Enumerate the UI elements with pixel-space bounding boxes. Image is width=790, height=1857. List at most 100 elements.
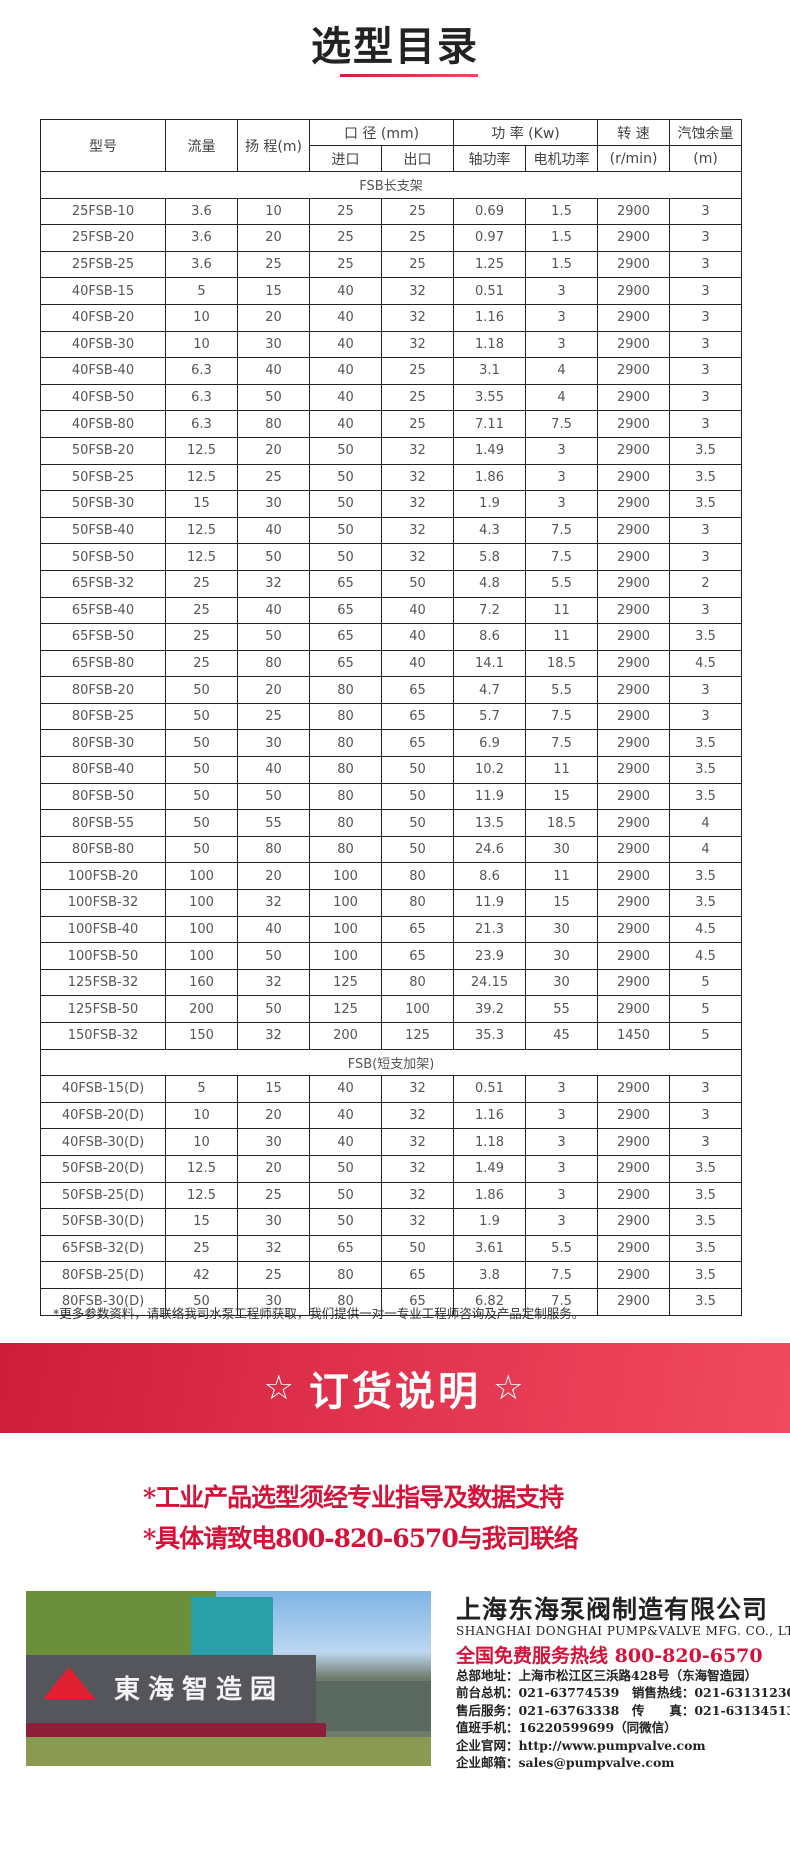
table-cell: 3 [669, 224, 743, 252]
company-name: 上海东海泵阀制造有限公司 [456, 1595, 769, 1624]
table-cell: 50 [309, 436, 382, 465]
table-cell: 3 [525, 1101, 599, 1130]
table-cell: 125 [309, 968, 382, 997]
table-cell: 32 [380, 303, 455, 332]
table-cell: 100 [165, 942, 238, 970]
table-cell: 3.5 [669, 1154, 743, 1183]
table-cell: 200 [309, 1022, 382, 1050]
header-npsh: 汽蚀余量 [669, 119, 743, 146]
table-cell: 50 [237, 782, 310, 811]
table-cell: 50 [309, 543, 382, 571]
table-cell: 50 [309, 463, 382, 492]
hotline-label: 全国免费服务热线 [456, 1645, 609, 1667]
header-motor-power: 电机功率 [525, 145, 599, 172]
table-row: 25FSB-25 3.6 25 25 25 1.25 1.5 2900 3 [40, 250, 743, 279]
table-cell: 12.5 [165, 436, 238, 465]
table-cell: 2900 [597, 1287, 671, 1316]
table-row: 65FSB-32(D) 25 32 65 50 3.61 5.5 2900 3.5 [40, 1234, 743, 1263]
table-cell: 25FSB-20 [40, 224, 166, 252]
table-cell: 80 [309, 1287, 382, 1316]
table-row: 50FSB-20(D) 12.5 20 50 32 1.49 3 2900 3.5 [40, 1154, 743, 1183]
table-cell: 3 [525, 1075, 599, 1103]
notice-line: *工业产品选型须经专业指导及数据支持 [143, 1483, 564, 1512]
table-row: 80FSB-30 50 30 80 65 6.9 7.5 2900 3.5 [40, 729, 743, 758]
table-cell: 3 [525, 490, 599, 518]
table-cell: 32 [380, 1181, 455, 1210]
table-row: 40FSB-30 10 30 40 32 1.18 3 2900 3 [40, 330, 743, 359]
table-cell: 100 [309, 915, 382, 944]
table-cell: 65 [380, 1261, 455, 1289]
table-cell: 4.5 [669, 649, 743, 678]
table-row: 40FSB-20(D) 10 20 40 32 1.16 3 2900 3 [40, 1101, 743, 1130]
table-row: 65FSB-80 25 80 65 40 14.1 18.5 2900 4.5 [40, 649, 743, 678]
header-npsh-unit: (m) [669, 145, 743, 172]
table-cell: 3.8 [453, 1261, 527, 1289]
hotline-number: 800-820-6570 [614, 1645, 763, 1667]
table-cell: 10 [165, 1101, 238, 1130]
table-row: 50FSB-50 12.5 50 50 32 5.8 7.5 2900 3 [40, 543, 743, 571]
table-row: 80FSB-30(D) 50 30 80 65 6.82 7.5 2900 3.5 [40, 1287, 743, 1316]
table-cell: 3.6 [165, 197, 238, 226]
group-name: FSB(短支加架) [39, 1048, 743, 1077]
table-cell: 5.8 [453, 543, 527, 571]
table-cell: 2900 [597, 1208, 671, 1236]
page-title: 选型目录 [311, 24, 479, 70]
table-cell: 2900 [597, 835, 671, 864]
table-cell: 2900 [597, 809, 671, 837]
table-cell: 2900 [597, 756, 671, 784]
table-cell: 3.1 [453, 357, 527, 385]
table-cell: 100FSB-32 [40, 889, 166, 917]
table-cell: 2900 [597, 490, 671, 518]
table-cell: 50 [380, 569, 455, 598]
table-cell: 25 [380, 250, 455, 279]
table-cell: 40FSB-15(D) [40, 1075, 166, 1103]
header-power: 功 率 (Kw) [453, 119, 599, 146]
table-cell: 40 [237, 516, 310, 545]
table-row: 100FSB-40 100 40 100 65 21.3 30 2900 4.5 [40, 915, 743, 944]
table-cell: 24.6 [453, 835, 527, 864]
table-cell: 2900 [597, 623, 671, 651]
table-cell: 40 [309, 357, 382, 385]
table-cell: 2900 [597, 250, 671, 279]
table-cell: 40 [309, 330, 382, 359]
table-row: 25FSB-20 3.6 20 25 25 0.97 1.5 2900 3 [40, 224, 743, 252]
table-cell: 25 [237, 250, 310, 279]
table-row: 40FSB-40 6.3 40 40 25 3.1 4 2900 3 [40, 357, 743, 385]
table-cell: 20 [237, 676, 310, 704]
table-cell: 3.5 [669, 862, 743, 891]
table-cell: 40 [380, 596, 455, 625]
header-diameter: 口 径 (mm) [308, 119, 455, 146]
table-cell: 3.55 [453, 383, 527, 412]
table-row: 40FSB-15 5 15 40 32 0.51 3 2900 3 [40, 277, 743, 305]
table-cell: 50 [165, 702, 238, 731]
table-cell: 1.49 [453, 436, 527, 465]
order-banner: ☆ 订货说明 ☆ [0, 1343, 790, 1433]
table-cell: 40 [309, 410, 382, 438]
table-cell: 65FSB-80 [40, 649, 166, 678]
table-cell: 80FSB-40 [40, 756, 166, 784]
table-cell: 50 [309, 516, 382, 545]
table-cell: 40 [237, 596, 310, 625]
table-cell: 7.11 [453, 410, 527, 438]
table-cell: 50 [309, 1208, 382, 1236]
table-row: 150FSB-32 150 32 200 125 35.3 45 1450 5 [40, 1022, 743, 1050]
table-cell: 3 [525, 1154, 599, 1183]
table-cell: 25 [237, 1181, 310, 1210]
table-cell: 11 [525, 862, 599, 891]
table-cell: 80 [237, 649, 310, 678]
table-cell: 25 [380, 197, 455, 226]
table-cell: 1.5 [525, 250, 599, 279]
table-cell: 0.51 [453, 277, 527, 305]
table-cell: 2900 [597, 889, 671, 917]
table-cell: 4 [669, 835, 743, 864]
table-cell: 4 [525, 357, 599, 385]
table-cell: 25 [380, 224, 455, 252]
table-cell: 2900 [597, 915, 671, 944]
table-cell: 15 [525, 889, 599, 917]
table-cell: 50 [309, 1154, 382, 1183]
table-cell: 100 [309, 889, 382, 917]
table-cell: 100 [309, 862, 382, 891]
table-cell: 1.49 [453, 1154, 527, 1183]
table-cell: 40 [309, 1128, 382, 1156]
table-cell: 3 [525, 436, 599, 465]
